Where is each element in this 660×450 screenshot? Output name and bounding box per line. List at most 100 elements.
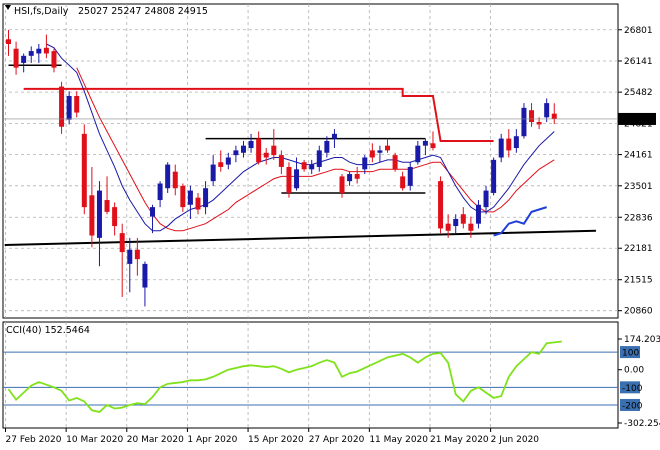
candle-body [271,145,277,156]
x-tick-label: 27 Apr 2020 [309,435,365,445]
candle-body [43,47,49,54]
candle-body [233,150,239,156]
cci-tick-label: 174.2035 [624,335,660,345]
candle-body [392,155,398,170]
last-price-label: 24915 [621,115,650,125]
ma-fast-line [46,43,555,232]
cci-panel-frame [2,321,619,429]
candle-body [513,136,519,149]
y-tick-label: 20860 [624,307,653,317]
cci-level-box [620,398,640,411]
cci-tick-label: -100 [622,384,643,394]
candle-body [195,197,201,210]
stop-line [23,87,494,142]
cci-level-box [620,346,640,359]
candle-body [453,218,459,227]
ma-slow-line [76,67,555,232]
x-tick-label: 21 May 2020 [430,435,489,445]
candle-body [551,113,557,119]
candle-body [104,200,110,212]
cci-title: CCI(40) 152.5464 [6,325,90,336]
candle-body [59,86,65,127]
candle-body [362,157,368,170]
candle-body [468,223,474,231]
candle-body [134,249,140,260]
y-tick-label: 24161 [624,151,653,161]
x-tick-label: 15 Apr 2020 [248,435,304,445]
candle-body [536,122,542,125]
blue-trail-line [493,206,547,237]
x-tick-label: 11 May 2020 [369,435,428,445]
y-tick-label: 26801 [624,26,653,36]
candle-body [248,140,254,149]
chart-title: HSI,fs,Daily [14,6,69,17]
candle-body [460,214,466,224]
candle-body [36,48,42,54]
collapse-triangle-icon [5,5,11,10]
candle-body [430,143,436,149]
x-tick-label: 2 Jun 2020 [491,435,540,445]
candle-body [119,233,125,253]
candle-body [377,150,383,153]
candle-body [475,204,481,224]
candle-body [172,171,178,189]
candle-body [74,96,80,113]
y-tick-label: 25482 [624,88,653,98]
candle-body [150,207,156,217]
candle-body [218,162,224,167]
candle-body [347,174,353,182]
candle-body [96,190,102,238]
candle-body [331,133,337,139]
candle-body [445,223,451,231]
cci-tick-label: 100 [622,349,639,359]
candle-body [240,145,246,153]
candle-body [89,195,95,236]
cci-tick-label: -302.2545 [624,419,660,429]
candle-body [142,263,148,288]
candle-body [28,51,34,56]
candle-body [385,145,390,151]
x-tick-label: 27 Feb 2020 [6,435,62,445]
candle-body [81,133,87,208]
candle-body [407,166,413,186]
x-tick-label: 10 Mar 2020 [66,435,123,445]
candle-body [51,51,57,68]
candle-body [6,39,11,45]
candle-body [544,103,550,118]
candle-body [354,174,360,179]
candle-body [324,140,330,153]
y-tick-label: 26141 [624,57,653,67]
candle-body [263,152,269,158]
candle-body [294,169,300,189]
trend-line [4,229,596,246]
candle-body [187,190,193,205]
candle-body [521,107,527,137]
candle-body [498,138,504,158]
candle-body [157,183,163,201]
candle-body [400,176,406,189]
candle-body [438,181,444,229]
candle-body [225,157,231,165]
candle-body [415,145,421,163]
candle-body [339,176,345,193]
y-tick-label: 22181 [624,244,653,254]
candle-body [210,164,216,182]
cci-level-box [620,381,640,394]
candle-body [256,138,262,163]
candle-body [491,159,497,193]
ohlc-readout: 25027 25247 24808 24915 [78,6,208,17]
candle-body [369,150,375,158]
candle-body [422,140,428,146]
candle-body [127,249,133,264]
y-tick-label: 22836 [624,213,653,223]
last-price-box [618,112,656,125]
candle-body [316,150,322,167]
cci-tick-label: -200 [622,401,643,411]
main-panel-frame [2,3,619,319]
candle-body [506,138,512,151]
y-tick-label: 21515 [624,276,653,286]
candle-body [483,190,489,208]
candle-body [21,55,27,63]
candle-body [203,188,209,208]
